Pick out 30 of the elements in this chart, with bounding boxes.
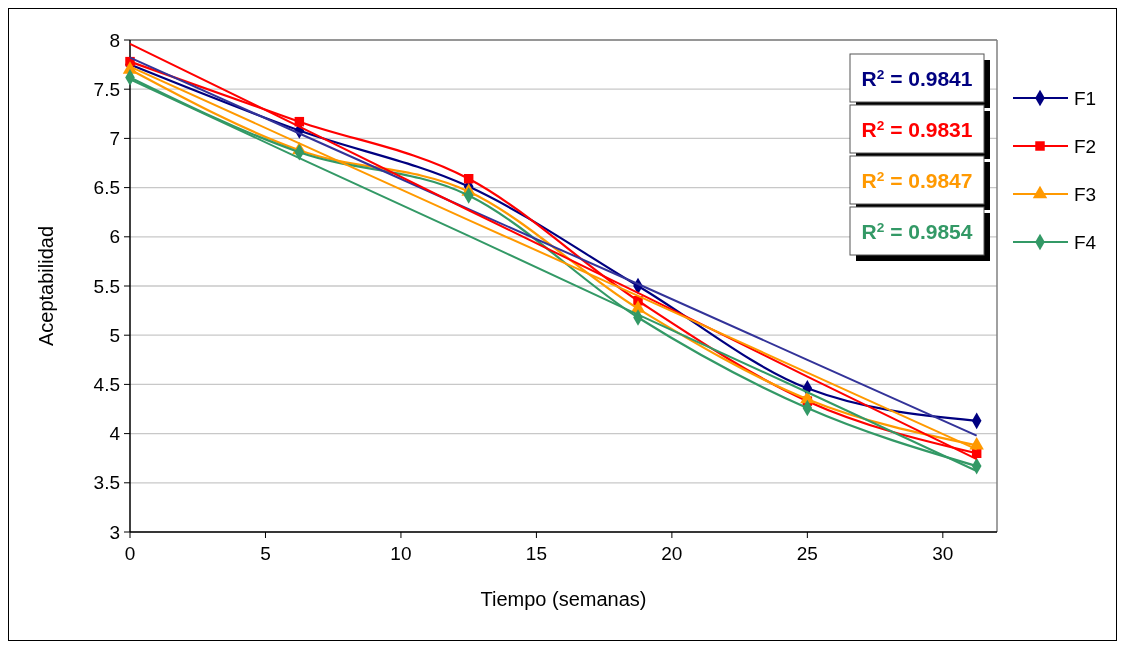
point — [969, 437, 984, 450]
legend-label: F3 — [1074, 183, 1097, 205]
y-tick-label: 4.5 — [93, 374, 120, 396]
annotation: R$^{2}$ = 0.9847 — [861, 168, 973, 192]
annotation: R$^{2}$ = 0.9841 — [861, 66, 973, 90]
x-axis-title: Tiempo (semanas) — [480, 588, 647, 610]
y-tick-label: 8 — [109, 29, 120, 51]
y-tick-label: 4 — [109, 423, 121, 445]
y-tick-label: 7 — [109, 128, 120, 150]
y-tick-label: 6 — [109, 226, 120, 248]
y-tick-label: 3 — [109, 521, 120, 543]
x-tick-label: 0 — [124, 543, 136, 564]
y-tick-label: 3.5 — [93, 472, 120, 494]
annotation: R$^{2}$ = 0.9831 — [861, 117, 973, 141]
x-tick-label: 20 — [661, 543, 683, 564]
x-tick-label: 15 — [525, 543, 547, 564]
x-tick-label: 5 — [260, 543, 271, 564]
point — [463, 174, 474, 184]
y-tick-label: 5 — [109, 324, 120, 346]
annotation: R$^{2}$ = 0.9854 — [861, 219, 973, 243]
x-tick-label: 25 — [796, 543, 818, 564]
x-tick-label: 10 — [390, 543, 412, 564]
legend-label: F2 — [1074, 135, 1097, 157]
legend-label: F4 — [1074, 231, 1097, 253]
y-tick-label: 7.5 — [93, 78, 120, 100]
y-axis-title: Aceptabilidad — [35, 225, 57, 347]
y-tick-label: 5.5 — [93, 275, 120, 297]
x-tick-label: 30 — [932, 543, 954, 564]
legend-label: F1 — [1074, 87, 1097, 109]
y-tick-label: 6.5 — [93, 177, 120, 199]
